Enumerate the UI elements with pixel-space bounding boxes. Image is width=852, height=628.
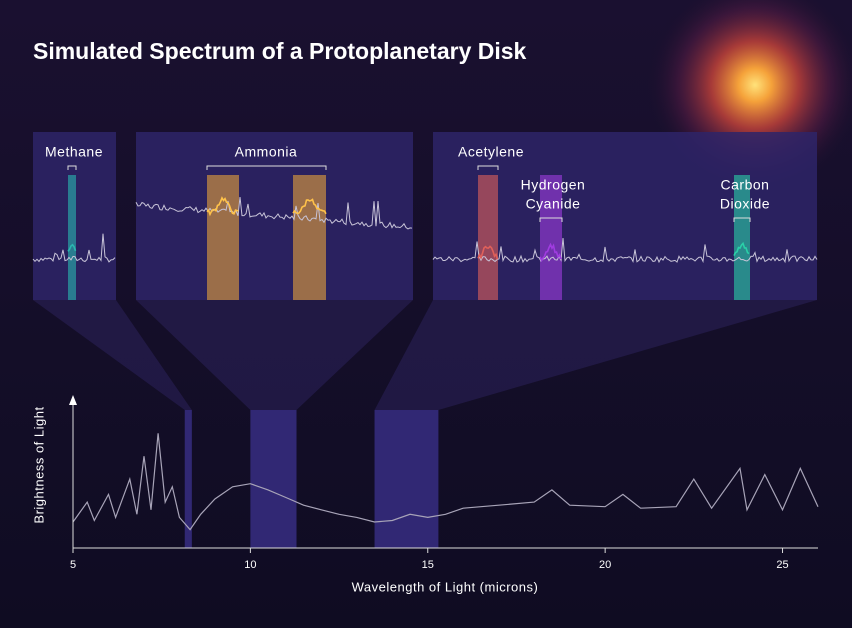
- molecule-label: Acetylene: [458, 144, 524, 160]
- molecule-band: [293, 175, 326, 300]
- molecule-line: [67, 243, 77, 252]
- molecule-line: [206, 196, 239, 217]
- spectrum-line: [72, 433, 819, 531]
- molecule-label: Methane: [45, 144, 103, 160]
- zoom-spectrum: [135, 196, 413, 230]
- x-tick-label: 10: [244, 559, 256, 571]
- zoom-funnel: [374, 300, 817, 410]
- molecule-label: Ammonia: [235, 144, 298, 160]
- molecule-label: Cyanide: [526, 196, 581, 212]
- molecule-band: [478, 175, 498, 300]
- molecule-line: [539, 242, 562, 262]
- zoom-panel: [136, 132, 413, 300]
- label-bracket: [539, 217, 563, 222]
- molecule-label: Dioxide: [720, 196, 770, 212]
- zoom-funnel: [33, 300, 192, 410]
- x-tick-label: 15: [422, 559, 434, 571]
- x-tick-label: 5: [70, 559, 76, 571]
- y-axis-arrow: [69, 395, 77, 405]
- molecule-band: [68, 175, 76, 300]
- highlight-range: [184, 410, 192, 548]
- zoom-panels: Methane Ammonia Acetylene Hydrogen Cyanide Ca…: [32, 132, 818, 410]
- x-axis-label: Wavelength of Light (microns): [352, 579, 539, 594]
- highlight-range: [374, 410, 439, 548]
- y-axis-label: Brightness of Light: [31, 406, 46, 523]
- zoom-funnel: [136, 300, 413, 410]
- molecule-line: [477, 245, 499, 260]
- label-bracket: [206, 165, 327, 170]
- title: Simulated Spectrum of a Protoplanetary D…: [33, 38, 527, 64]
- zoom-spectrum: [432, 237, 818, 264]
- molecule-band: [540, 175, 562, 300]
- molecule-label: Hydrogen: [521, 177, 586, 193]
- x-tick-label: 20: [599, 559, 611, 571]
- molecule-label: Carbon: [721, 177, 770, 193]
- zoom-spectrum: [32, 233, 116, 263]
- molecule-line: [733, 241, 750, 256]
- label-bracket: [67, 165, 77, 170]
- x-tick-label: 25: [776, 559, 788, 571]
- spectrum-chart: 5 10 15 20 25 Wavelength of Light (microns) Br…: [31, 395, 819, 594]
- molecule-line: [292, 198, 327, 215]
- molecule-band: [207, 175, 239, 300]
- label-bracket: [477, 165, 499, 170]
- highlight-range: [250, 410, 297, 548]
- label-bracket: [733, 217, 751, 222]
- molecule-band: [734, 175, 750, 300]
